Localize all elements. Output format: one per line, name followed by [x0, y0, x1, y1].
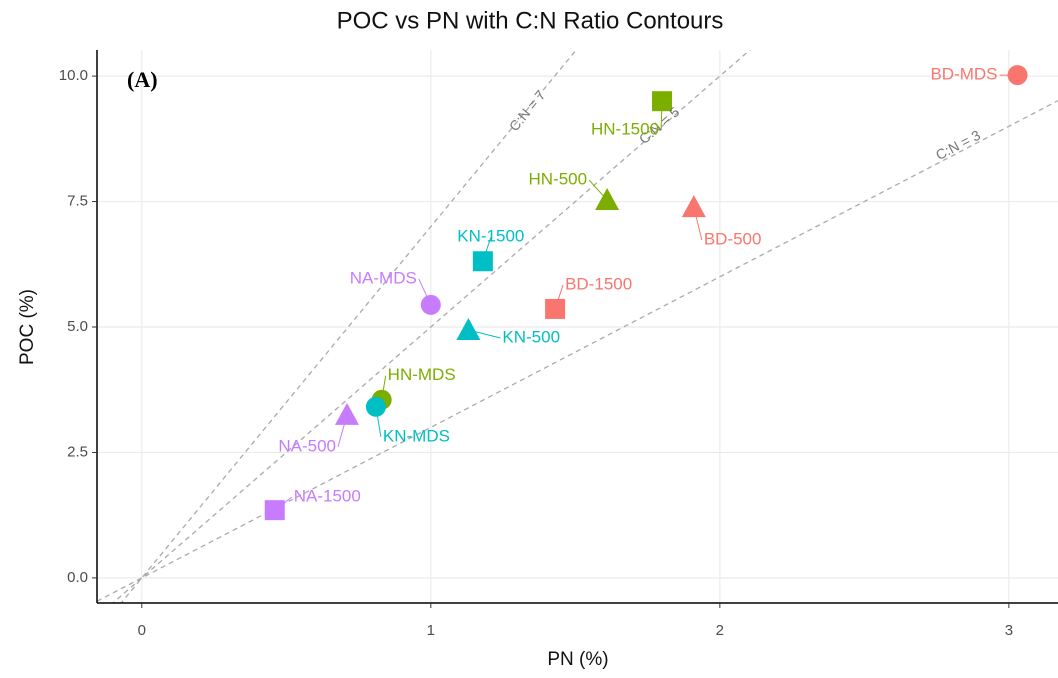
- point: [681, 195, 706, 218]
- y-tick-label: 7.5: [67, 193, 88, 210]
- points: circletrianglesquaresquaretrianglecircle…: [264, 65, 1028, 521]
- point-label: NA-500: [278, 436, 336, 455]
- x-axis-label: PN (%): [547, 649, 608, 670]
- point-label: BD-500: [704, 230, 762, 249]
- point-label: KN-500: [502, 327, 560, 346]
- point: [595, 188, 620, 211]
- point-label: NA-1500: [294, 487, 361, 506]
- contour-label: C:N = 3: [933, 127, 983, 163]
- chart-title: POC vs PN with C:N Ratio Contours: [337, 7, 724, 34]
- contour-label: C:N = 7: [506, 87, 549, 134]
- grid: [97, 50, 1058, 603]
- x-tick-label: 2: [716, 622, 724, 639]
- point: [335, 402, 360, 425]
- point-label: HN-500: [529, 170, 588, 189]
- contours: [97, 50, 1058, 603]
- y-tick-label: 0.0: [67, 569, 88, 586]
- point: [264, 500, 285, 521]
- point-label: NA-MDS: [350, 268, 417, 287]
- contour-line: [111, 50, 751, 603]
- x-tick-label: 1: [427, 622, 435, 639]
- point-label: KN-MDS: [383, 426, 450, 445]
- point: [456, 318, 481, 341]
- point: [365, 396, 386, 417]
- contour-line: [120, 50, 577, 603]
- y-tick-label: 10.0: [59, 67, 88, 84]
- x-tick-label: 0: [138, 622, 146, 639]
- point-label: HN-1500: [591, 120, 659, 139]
- point: [1007, 65, 1028, 86]
- point-label: BD-1500: [565, 274, 632, 293]
- x-tick-label: 3: [1005, 622, 1013, 639]
- panel-label: (A): [127, 67, 158, 92]
- point: [472, 251, 493, 272]
- y-tick-label: 5.0: [67, 318, 88, 335]
- contour-line: [97, 100, 1058, 602]
- point: [420, 294, 441, 315]
- point: [652, 91, 673, 112]
- y-axis-label: POC (%): [17, 289, 38, 365]
- y-tick-label: 2.5: [67, 443, 88, 460]
- point-label: KN-1500: [457, 227, 524, 246]
- point-label: BD-MDS: [930, 65, 997, 84]
- point-label: HN-MDS: [388, 365, 456, 384]
- point: [545, 298, 566, 319]
